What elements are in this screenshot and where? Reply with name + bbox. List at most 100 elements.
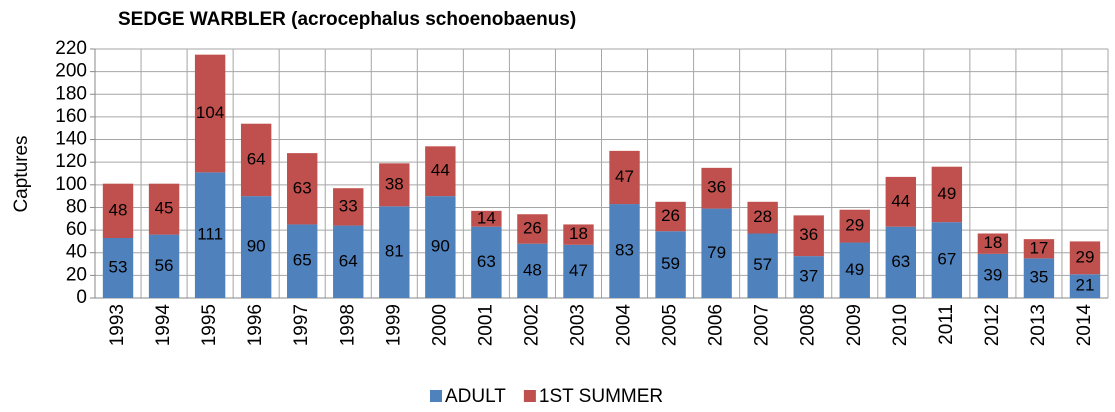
y-tick-label: 0: [76, 287, 87, 308]
bar-segment: [287, 224, 318, 298]
bar-segment: [102, 183, 134, 239]
x-tick-label: 2005: [660, 304, 681, 346]
y-tick-label: 40: [66, 242, 87, 263]
data-label: 48: [109, 200, 128, 219]
y-tick-label: 100: [55, 174, 87, 195]
y-tick-label: 60: [66, 219, 87, 240]
data-label: 17: [1029, 238, 1048, 257]
data-label: 63: [293, 178, 312, 197]
bar-segment: [839, 209, 870, 243]
bar-segment: [977, 233, 1009, 254]
data-label: 18: [983, 233, 1002, 252]
data-label: 33: [339, 196, 358, 215]
y-tick-label: 140: [55, 129, 87, 150]
bar-segment: [471, 210, 502, 227]
data-label: 63: [477, 252, 496, 271]
chart-title: SEDGE WARBLER (acrocephalus schoenobaenu…: [118, 9, 576, 30]
data-label: 57: [753, 255, 772, 274]
x-tick-label: 2008: [798, 304, 819, 346]
data-label: 18: [569, 224, 588, 243]
x-tick-label: 1994: [153, 304, 174, 347]
bar-segment: [194, 54, 226, 173]
data-label: 83: [615, 241, 634, 260]
bar-segment: [517, 214, 548, 244]
legend-label: ADULT: [445, 386, 506, 407]
data-label: 39: [983, 265, 1002, 284]
y-tick-label: 20: [66, 264, 87, 285]
x-tick-label: 2007: [752, 304, 773, 346]
data-label: 47: [615, 167, 634, 186]
data-label: 59: [661, 254, 680, 273]
y-tick-label: 200: [55, 61, 87, 82]
bar-segment: [839, 242, 870, 298]
bar-segment: [102, 238, 134, 298]
bar-segment: [148, 183, 180, 235]
bar-segment: [425, 146, 456, 197]
x-tick-label: 2001: [475, 304, 496, 346]
data-label: 37: [799, 267, 818, 286]
y-tick-label: 220: [55, 38, 87, 59]
data-label: 111: [197, 225, 223, 244]
bar-segment: [701, 208, 732, 298]
bar-segment: [148, 234, 180, 298]
bar-segment: [240, 123, 272, 197]
data-label: 45: [155, 199, 174, 218]
data-label: 81: [385, 242, 404, 261]
y-tick-label: 120: [55, 151, 87, 172]
x-tick-label: 2004: [614, 304, 635, 347]
data-label: 44: [431, 161, 450, 180]
bar-segment: [885, 176, 916, 227]
x-tick-label: 2009: [844, 304, 865, 346]
x-tick-label: 1998: [337, 304, 358, 346]
x-tick-label: 1999: [383, 304, 404, 346]
x-tick-label: 2006: [706, 304, 727, 346]
bar-segment: [977, 253, 1009, 298]
data-label: 21: [1076, 276, 1095, 295]
x-tick-label: 2013: [1028, 304, 1049, 346]
data-label: 56: [155, 256, 174, 275]
bar-segment: [931, 222, 963, 298]
bar-segment: [609, 204, 640, 298]
data-label: 44: [891, 191, 910, 210]
data-label: 63: [891, 252, 910, 271]
bar-segment: [379, 206, 410, 298]
data-label: 90: [247, 237, 266, 256]
data-label: 49: [937, 184, 956, 203]
bar-segment: [885, 226, 916, 298]
x-tick-label: 2014: [1074, 304, 1095, 347]
legend-label: 1ST SUMMER: [539, 386, 663, 407]
bar-segment: [747, 201, 778, 234]
x-tick-label: 1993: [107, 304, 128, 346]
x-tick-label: 1996: [245, 304, 266, 346]
bar-segment: [333, 225, 364, 298]
legend-swatch: [523, 390, 536, 402]
bar-segment: [793, 215, 824, 257]
bar-segment: [793, 256, 824, 298]
data-label: 104: [196, 103, 224, 122]
data-label: 53: [109, 257, 128, 276]
data-label: 29: [1076, 247, 1095, 266]
data-label: 47: [569, 261, 588, 280]
bar-segment: [517, 243, 548, 298]
bar-segment: [1069, 274, 1101, 298]
data-label: 14: [477, 208, 496, 227]
data-label: 64: [339, 251, 358, 270]
bar-segment: [701, 167, 732, 209]
data-label: 35: [1029, 268, 1048, 287]
x-tick-label: 1997: [291, 304, 312, 346]
x-tick-label: 1995: [199, 304, 220, 346]
bar-segment: [655, 231, 686, 298]
bar-segment: [747, 233, 778, 298]
bar-segment: [563, 224, 594, 245]
data-label: 36: [799, 225, 818, 244]
data-label: 38: [385, 174, 404, 193]
x-tick-label: 2002: [521, 304, 542, 346]
bar-segment: [287, 153, 318, 225]
x-tick-label: 2012: [982, 304, 1003, 346]
x-tick-label: 2011: [936, 304, 957, 345]
bar-segment: [379, 163, 410, 207]
bar-segment: [1023, 258, 1055, 298]
bar-segment: [1069, 241, 1101, 275]
bar-segment: [333, 188, 364, 226]
